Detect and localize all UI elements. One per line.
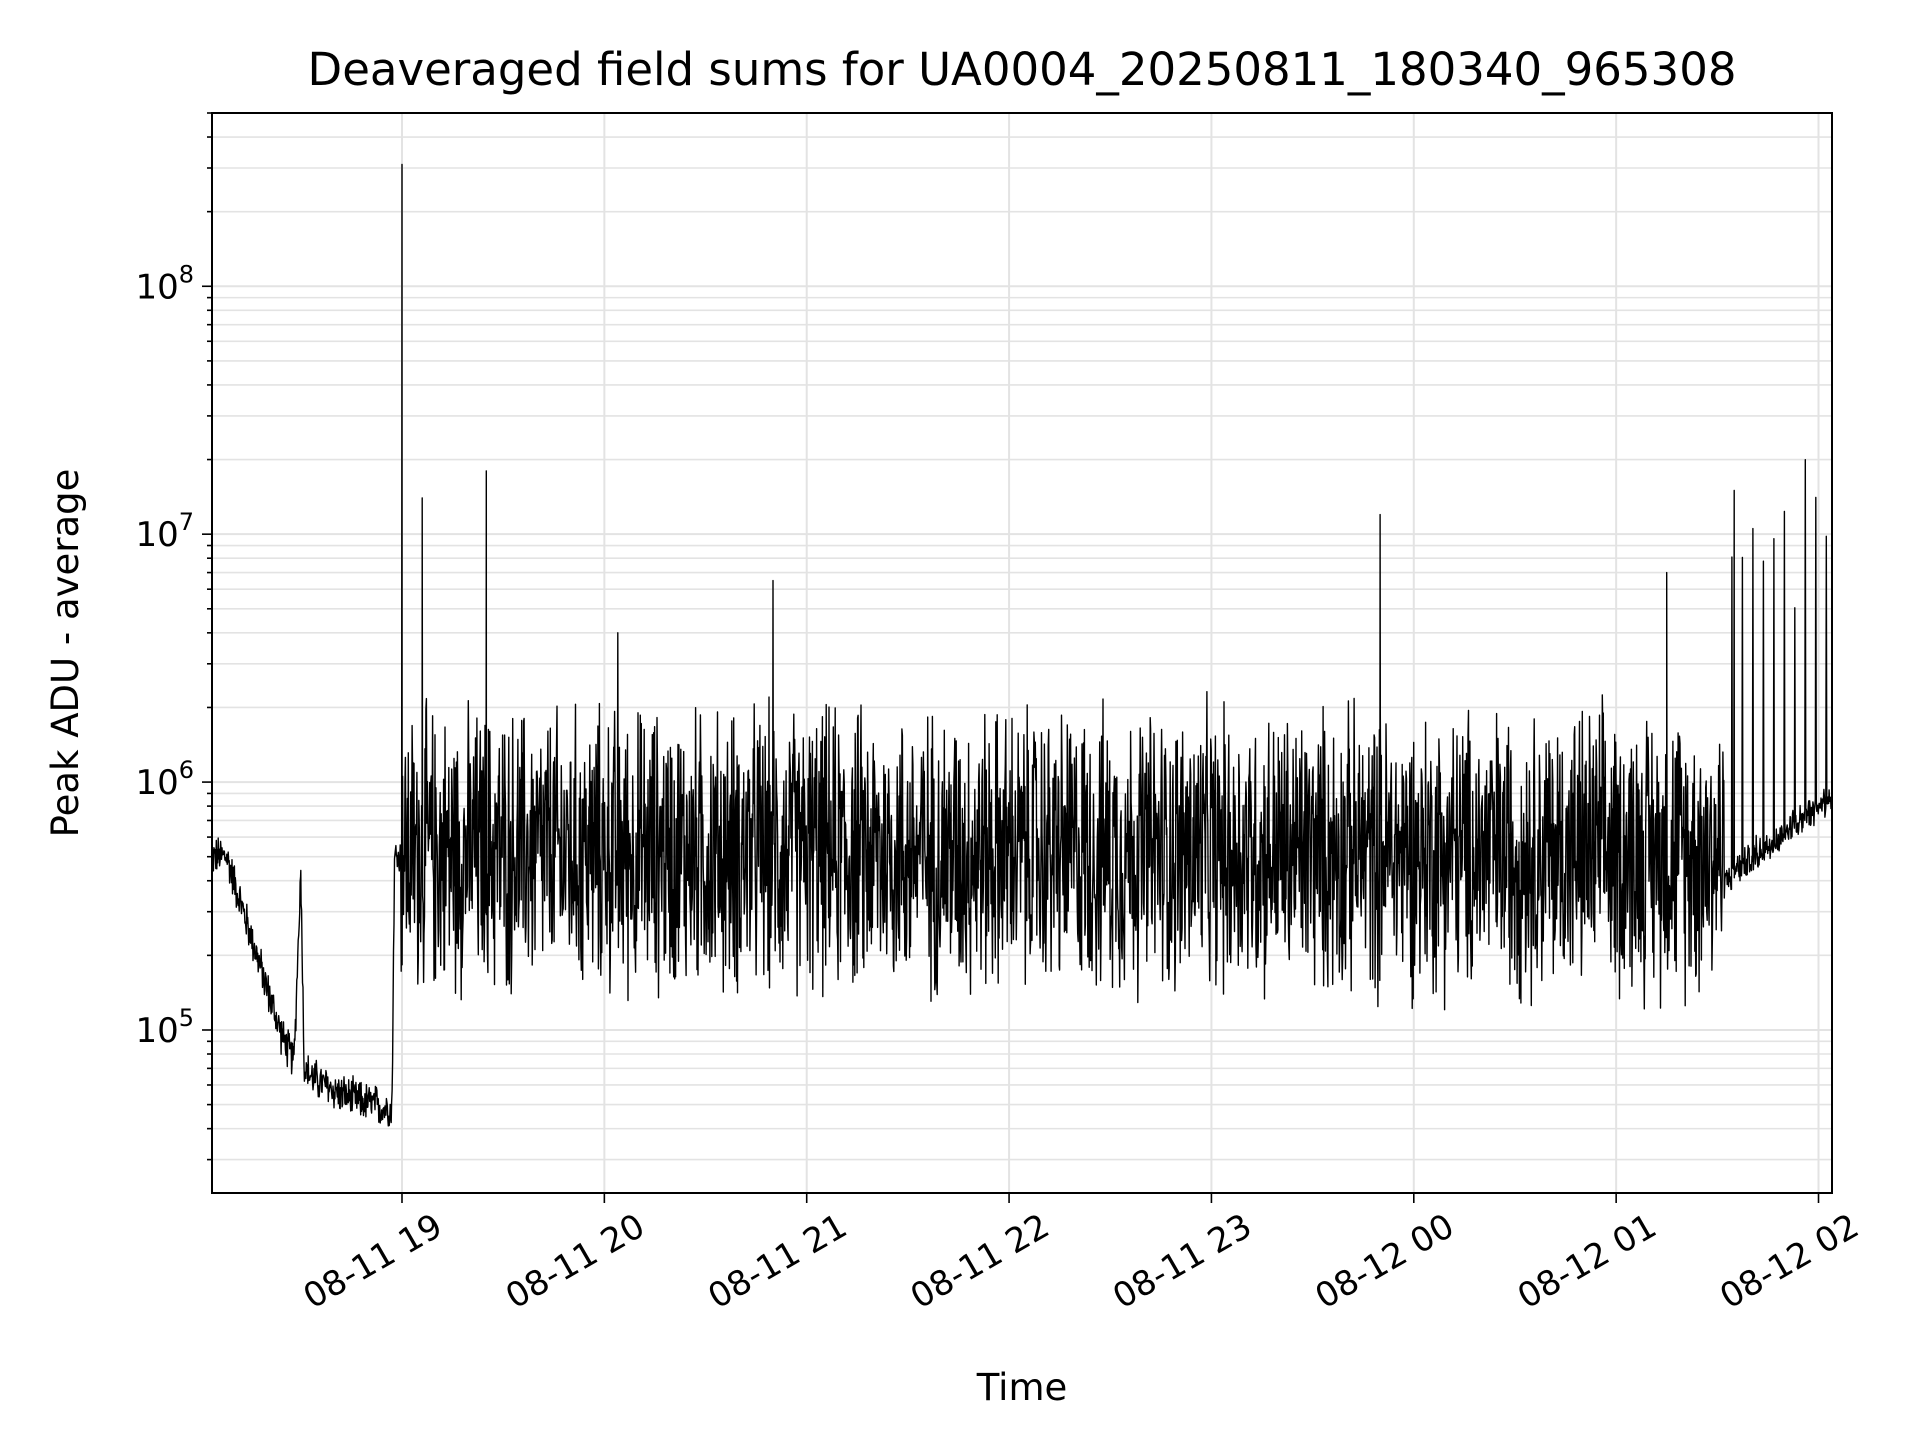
y-tick-label: 105 — [135, 1004, 194, 1051]
x-axis-label: Time — [976, 1366, 1068, 1409]
plot-layer — [211, 163, 1833, 1127]
y-tick-base: 10 — [135, 1011, 178, 1051]
y-tick-exponent: 6 — [179, 756, 194, 784]
y-tick-base: 10 — [135, 515, 178, 555]
plot-frame — [211, 112, 1833, 1194]
y-tick-exponent: 7 — [179, 508, 194, 536]
y-tick-exponent: 5 — [179, 1004, 194, 1032]
y-tick-label: 108 — [135, 260, 194, 307]
y-tick-label: 107 — [135, 508, 194, 555]
y-tick-base: 10 — [135, 763, 178, 803]
series-line — [211, 163, 1833, 1127]
y-tick-base: 10 — [135, 267, 178, 307]
y-tick-label: 106 — [135, 756, 194, 803]
chart-title: Deaveraged field sums for UA0004_2025081… — [308, 43, 1737, 96]
y-tick-exponent: 8 — [179, 260, 194, 288]
y-axis-label: Peak ADU - average — [44, 469, 87, 838]
